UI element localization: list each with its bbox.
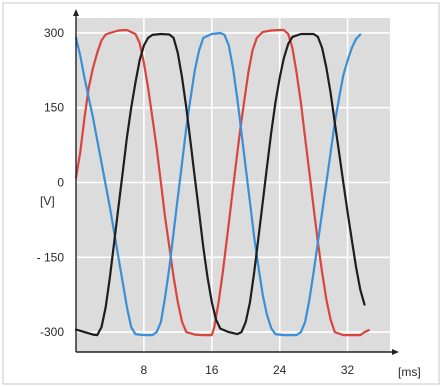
series-group [74, 28, 370, 337]
y-axis-arrow [73, 9, 79, 16]
x-tick-label-3: 32 [341, 363, 355, 377]
x-axis-arrow [392, 349, 399, 355]
x-axis-label: [ms] [398, 365, 421, 379]
tick-labels: 300 150 0 - 150 -300 8 16 24 32 [37, 26, 355, 377]
axes [73, 9, 399, 355]
y-tick-label-1: 150 [44, 101, 64, 115]
y-tick-label-2: 0 [57, 176, 64, 190]
series-line-2 [74, 32, 366, 337]
x-tick-label-0: 8 [141, 363, 148, 377]
series-line-0 [74, 28, 370, 337]
y-tick-label-0: 300 [44, 26, 64, 40]
x-tick-label-1: 16 [205, 363, 219, 377]
y-tick-label-4: -300 [40, 325, 64, 339]
series-line-1 [74, 31, 362, 337]
y-axis-label: [V] [40, 194, 55, 208]
y-tick-label-3: - 150 [37, 250, 65, 264]
x-tick-label-2: 24 [273, 363, 287, 377]
